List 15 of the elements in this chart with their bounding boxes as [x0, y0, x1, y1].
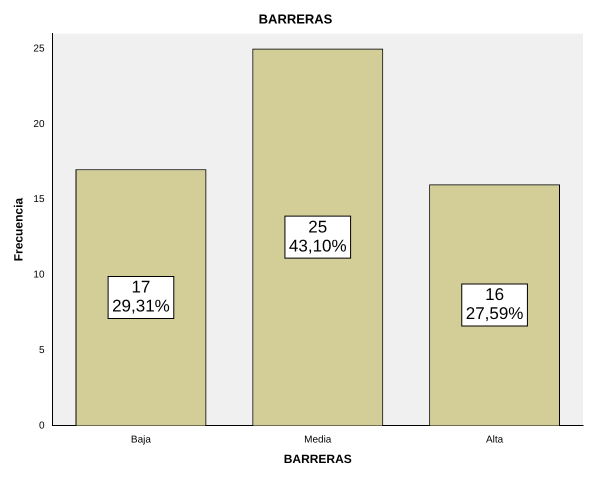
data-label: 25 43,10%: [288, 217, 347, 256]
data-label: 16 27,59%: [466, 285, 524, 324]
x-axis-title: BARRERAS: [284, 452, 352, 466]
x-tick-label: Baja: [130, 434, 152, 446]
y-tick-label: 15: [33, 194, 45, 206]
x-tick-label: Media: [304, 434, 332, 446]
y-axis-title: Frecuencia: [12, 198, 26, 262]
chart-title: BARRERAS: [258, 11, 333, 26]
y-tick-label: 25: [33, 43, 45, 54]
y-tick-label: 10: [33, 270, 45, 281]
x-tick-label: Alta: [486, 434, 504, 446]
data-label: 17 29,31%: [112, 278, 170, 316]
y-tick-label: 20: [33, 118, 45, 130]
y-tick-label: 5: [38, 344, 45, 356]
y-tick-label: 0: [38, 420, 45, 432]
